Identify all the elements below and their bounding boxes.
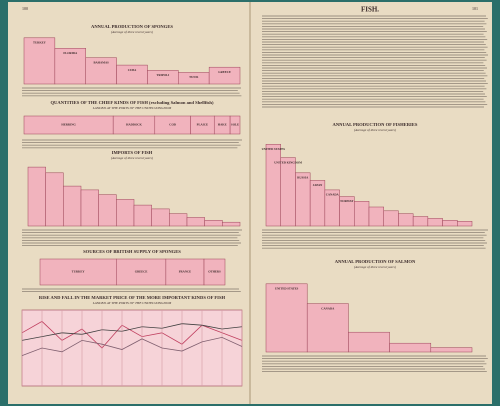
bar-label: UNITED STATES (275, 286, 299, 290)
bar (98, 194, 117, 227)
bar (398, 213, 414, 227)
bar (169, 213, 188, 227)
bar-label: OTHERS (208, 270, 221, 274)
section-title: ANNUAL PRODUCTION OF FISHERIES (333, 122, 418, 127)
bar-label: GREECE (135, 270, 148, 274)
bar (23, 37, 56, 85)
bar (389, 342, 432, 353)
section-title: QUANTITIES OF THE CHIEF KINDS OF FISH (e… (50, 100, 213, 105)
section-subtitle: (Average of three recent years) (111, 156, 154, 160)
bar (457, 221, 473, 227)
bar (80, 189, 99, 227)
section-title: ANNUAL PRODUCTION OF SALMON (335, 259, 416, 264)
bar-label: JAPAN (313, 183, 323, 187)
bar-label: HERRING (61, 123, 76, 127)
page-number: 101 (472, 6, 478, 11)
section-title: ANNUAL PRODUCTION OF SPONGES (91, 24, 173, 29)
bar-label: SOLE (231, 123, 239, 127)
bar (45, 172, 64, 227)
bar-label: UNITED STATES (262, 147, 286, 151)
section-subtitle: LANDED AT THE PORTS OF THE UNITED KINGDO… (92, 106, 172, 110)
bar-label: CUBA (128, 68, 137, 72)
price-line (21, 323, 243, 341)
section-title: SOURCES OF BRITISH SUPPLY OF SPONGES (83, 249, 181, 254)
bar (54, 48, 86, 85)
bar-label: BAHAMAS (93, 60, 109, 64)
bar-label: TURKEY (72, 270, 86, 274)
bar (412, 216, 429, 227)
bar (348, 331, 390, 353)
bar (430, 347, 473, 353)
section-subtitle: (Average of three recent years) (354, 128, 397, 132)
price-line (21, 320, 243, 349)
page-number: 100 (22, 6, 28, 11)
bar-segment (116, 258, 167, 286)
bar-label: COD (169, 123, 177, 127)
bar (222, 221, 241, 227)
bar (265, 283, 308, 353)
bar (280, 157, 296, 227)
bar (295, 172, 311, 227)
bar (116, 199, 135, 227)
bar-label: FRANCE (179, 270, 192, 274)
price-line (21, 336, 243, 356)
bar (427, 218, 443, 227)
bar-label: NORWAY (340, 199, 354, 203)
bar (186, 217, 205, 227)
section-subtitle: (Average of three recent years) (111, 30, 154, 34)
section-subtitle: (Average of three recent years) (354, 265, 397, 269)
bar-segment (229, 115, 241, 135)
bar-segment (203, 258, 226, 286)
bar (309, 180, 326, 227)
bar (204, 220, 223, 227)
bar-label: FLORIDA (63, 51, 78, 55)
bar-label: HADDOCK (126, 123, 142, 127)
bar (265, 144, 281, 227)
section-subtitle: LANDED AT THE PORTS OF THE UNITED KINGDO… (92, 301, 172, 305)
bar-label: CANADA (326, 193, 340, 197)
bar (368, 206, 384, 227)
bar-label: CANADA (321, 306, 335, 310)
page-heading: FISH. (361, 6, 379, 14)
bar-label: TURKEY (33, 40, 47, 44)
bar (63, 185, 82, 227)
bar (151, 208, 170, 227)
bar-label: GREECE (218, 70, 231, 74)
bar (85, 57, 117, 85)
bar-label: TUNIS (189, 75, 199, 79)
chart-frame (21, 309, 243, 387)
bar-label: UNITED KINGDOM (274, 160, 302, 164)
bar-label: RUSSIA (297, 175, 309, 179)
bar (354, 201, 370, 227)
section-title: IMPORTS OF FISH (112, 150, 153, 155)
bar-segment (39, 258, 117, 286)
bar-label: HAKE (218, 123, 227, 127)
bar (383, 210, 399, 227)
bar-segment (165, 258, 205, 286)
bar (27, 166, 46, 227)
body-text (22, 15, 488, 373)
bar-label: TRIPOLI (157, 73, 171, 77)
bar (133, 204, 152, 227)
bar (442, 220, 458, 227)
bar (306, 303, 349, 353)
section-title: RISE AND FALL IN THE MARKET PRICE OF THE… (39, 295, 226, 300)
bar (208, 66, 241, 85)
bar-label: PLAICE (197, 123, 208, 127)
